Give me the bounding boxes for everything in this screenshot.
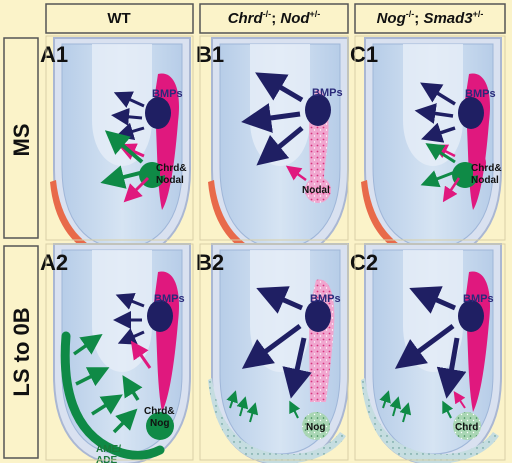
nodal-arrows [130,340,152,369]
panel-c2: BMPs Chrd [361,243,502,463]
panel-b1: BMPs Nodal [208,37,349,259]
extraembryonic-band [361,378,499,463]
label-bmps: BMPs [154,293,185,305]
label-nodal: Nodal [471,175,499,186]
panel-label-a1: A1 [40,42,68,67]
label-nodal: Nodal [156,175,184,186]
chordin-arrows [100,130,145,189]
column-header-chrd-nod: Chrd-/-; Nod+/- [199,3,349,34]
label-nodal: Nodal [302,185,330,196]
panel-label-b1: B1 [196,42,224,67]
chordin-arrows [420,143,456,188]
bmp-arrows [241,286,312,399]
label-bmps: BMPs [152,88,183,100]
bmp-arrows [394,286,467,399]
panel-label-a2: A2 [40,250,68,275]
row-label-ms-box: MS [3,37,39,239]
chordin-arrows [379,390,454,423]
panel-a1: BMPs Chrd& Nodal [50,37,191,259]
bmp-source [458,97,484,129]
bmp-source [305,94,331,126]
label-nog: Nog [306,422,325,433]
nodal-node [305,177,331,203]
row-label-ms: MS [9,124,34,157]
label-chrd: Chrd [455,422,478,433]
panel-label-c1: C1 [350,42,378,67]
panel-c1: BMPs Chrd& Nodal [361,37,502,259]
row-label-ls-box: LS to 0B [3,245,39,459]
panel-a2: BMPs Chrd& Nog AME/ ADE [53,243,191,463]
chordin-arrows [72,333,143,434]
bmp-arrows [241,72,304,166]
column-header-nog-smad3: Nog-/-; Smad3+/- [354,3,506,34]
column-label-nog-smad3: Nog-/-; Smad3+/- [377,9,484,27]
chordin-noggin-node [146,412,174,440]
bmp-source [305,300,331,332]
label-nog: Nog [150,418,169,429]
bmp-source [458,300,484,332]
row-label-ls-to-0b: LS to 0B [9,307,34,396]
column-label-wt: WT [107,10,130,27]
chordin-node [453,412,481,440]
panel-label-b2: B2 [196,250,224,275]
label-chrd-amp: Chrd& [156,163,187,174]
label-chrd-amp: Chrd& [144,406,175,417]
extraembryonic-band [208,378,346,463]
column-header-wt: WT [45,3,194,34]
noggin-node [302,412,330,440]
nodal-arrows [285,165,307,182]
label-ame: AME/ [96,444,121,455]
label-bmps: BMPs [465,88,496,100]
chordin-nodal-node [452,162,479,188]
bmp-source [147,300,173,332]
nodal-arrows [453,391,466,409]
chordin-arrows [226,390,301,423]
bmp-source [145,97,171,129]
panel-label-c2: C2 [350,250,378,275]
label-bmps: BMPs [310,293,341,305]
bmp-arrows [113,292,145,345]
bmp-arrows [414,82,456,143]
panel-b2: BMPs Nog [208,243,349,463]
column-label-chrd-nod: Chrd-/-; Nod+/- [228,9,321,27]
label-bmps: BMPs [312,87,343,99]
ame-ade-domain [60,331,165,460]
label-chrd-amp: Chrd& [471,163,502,174]
panel-frames [45,35,506,461]
label-ade: ADE [96,455,117,463]
label-bmps: BMPs [463,293,494,305]
